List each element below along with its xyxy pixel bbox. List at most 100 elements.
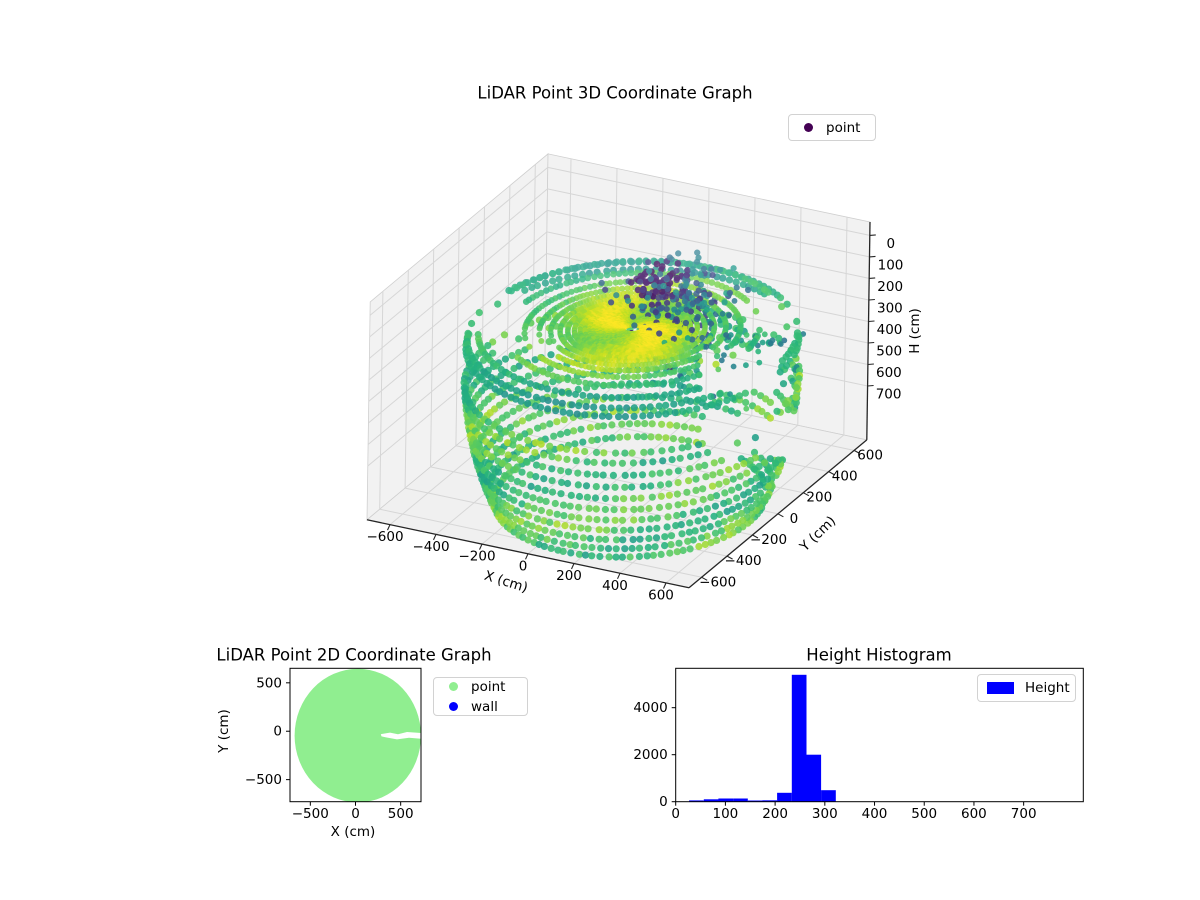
scatter-point [522,335,529,342]
scatter-point [764,288,772,296]
scatter-point [720,533,728,542]
point-area [294,668,421,802]
scatter-point [715,480,723,488]
scatter-point [721,489,729,497]
scatter-point [543,385,551,393]
scatter-point [603,526,611,534]
scatter-point [625,420,634,428]
scatter-point [608,299,615,306]
scatter-point [639,482,647,491]
scatter-point [579,275,586,283]
scatter-point [666,254,673,261]
scatter-point [656,481,665,489]
scatter-point [698,412,706,421]
scatter-point [519,479,527,488]
scatter-point [684,267,691,274]
scatter-point [694,314,701,321]
scatter-point [602,516,610,524]
scatter-point [568,265,576,272]
scatter-point [533,282,542,290]
scatter-point [710,344,717,351]
scatter-point [593,436,601,444]
scatter-point [592,289,599,296]
scatter-point [699,334,706,341]
scatter-point [571,541,580,550]
scatter-point [659,457,667,465]
scatter-point [635,544,644,552]
scatter-point [682,319,690,327]
scatter-point [610,526,618,534]
scatter-point [619,285,626,292]
scatter-point [548,332,555,339]
scatter-point [751,484,759,493]
scatter-point [549,270,556,277]
scatter-point [630,505,638,514]
scatter-point [745,286,752,294]
scatter-point [688,326,696,334]
scatter-point [670,400,678,408]
legend-label: point [471,678,506,695]
scatter-point [685,477,693,485]
scatter-point [750,465,759,473]
scatter-point [564,479,572,488]
legend-label: Height [1025,680,1070,696]
scatter-point [528,454,537,462]
scatter-point [605,259,613,267]
scatter-point [653,524,661,532]
scatter-point [605,553,613,561]
scatter-point [628,449,636,457]
scatter-point [582,482,591,490]
scatter-point [779,380,788,388]
scatter-point [581,447,589,456]
scatter-point [682,387,690,395]
scatter-point [537,533,545,542]
scatter-point [551,387,559,395]
scatter-point [516,456,524,464]
scatter-point [570,367,577,375]
scatter-point [629,459,638,467]
scatter-point [537,383,545,391]
scatter-point [555,530,564,538]
scatter-point [637,278,644,285]
scatter-point [547,351,555,359]
scatter-point [735,483,743,491]
grid-line [430,249,435,467]
legend-item-height: Height [984,680,1070,696]
scatter-point [689,266,696,273]
scatter-point [549,528,557,537]
scatter-point [710,512,718,520]
grid-line [367,296,547,445]
scatter-point [647,448,655,456]
scatter-point [571,533,579,541]
scatter-point [587,380,594,388]
scatter-point [714,353,721,360]
scatter-point [612,449,620,457]
scatter-point [574,263,582,271]
scatter-point [706,291,713,298]
scatter-point [755,348,762,355]
scatter-point [644,294,651,301]
point-cloud [460,249,807,561]
scatter-point [678,530,686,538]
scatter-point [579,438,587,446]
scatter-point [609,471,618,479]
scatter-point [675,301,682,308]
scatter-point [548,465,556,473]
tick-label: −200 [750,532,787,548]
scatter-point [720,499,728,507]
scatter-point [570,427,578,435]
scatter-point [766,398,775,406]
scatter-point [563,531,572,540]
grid-line [369,167,549,316]
scatter-point [716,469,724,477]
scatter-point [661,533,669,541]
scatter-point [581,411,589,419]
scatter-point [509,441,517,449]
scatter-point [592,483,600,491]
scatter-point [639,403,647,411]
scatter-point [658,420,666,428]
scatter-point [603,271,611,279]
scatter-point [600,449,608,457]
scatter-point [548,488,557,496]
scatter-point [657,550,665,559]
